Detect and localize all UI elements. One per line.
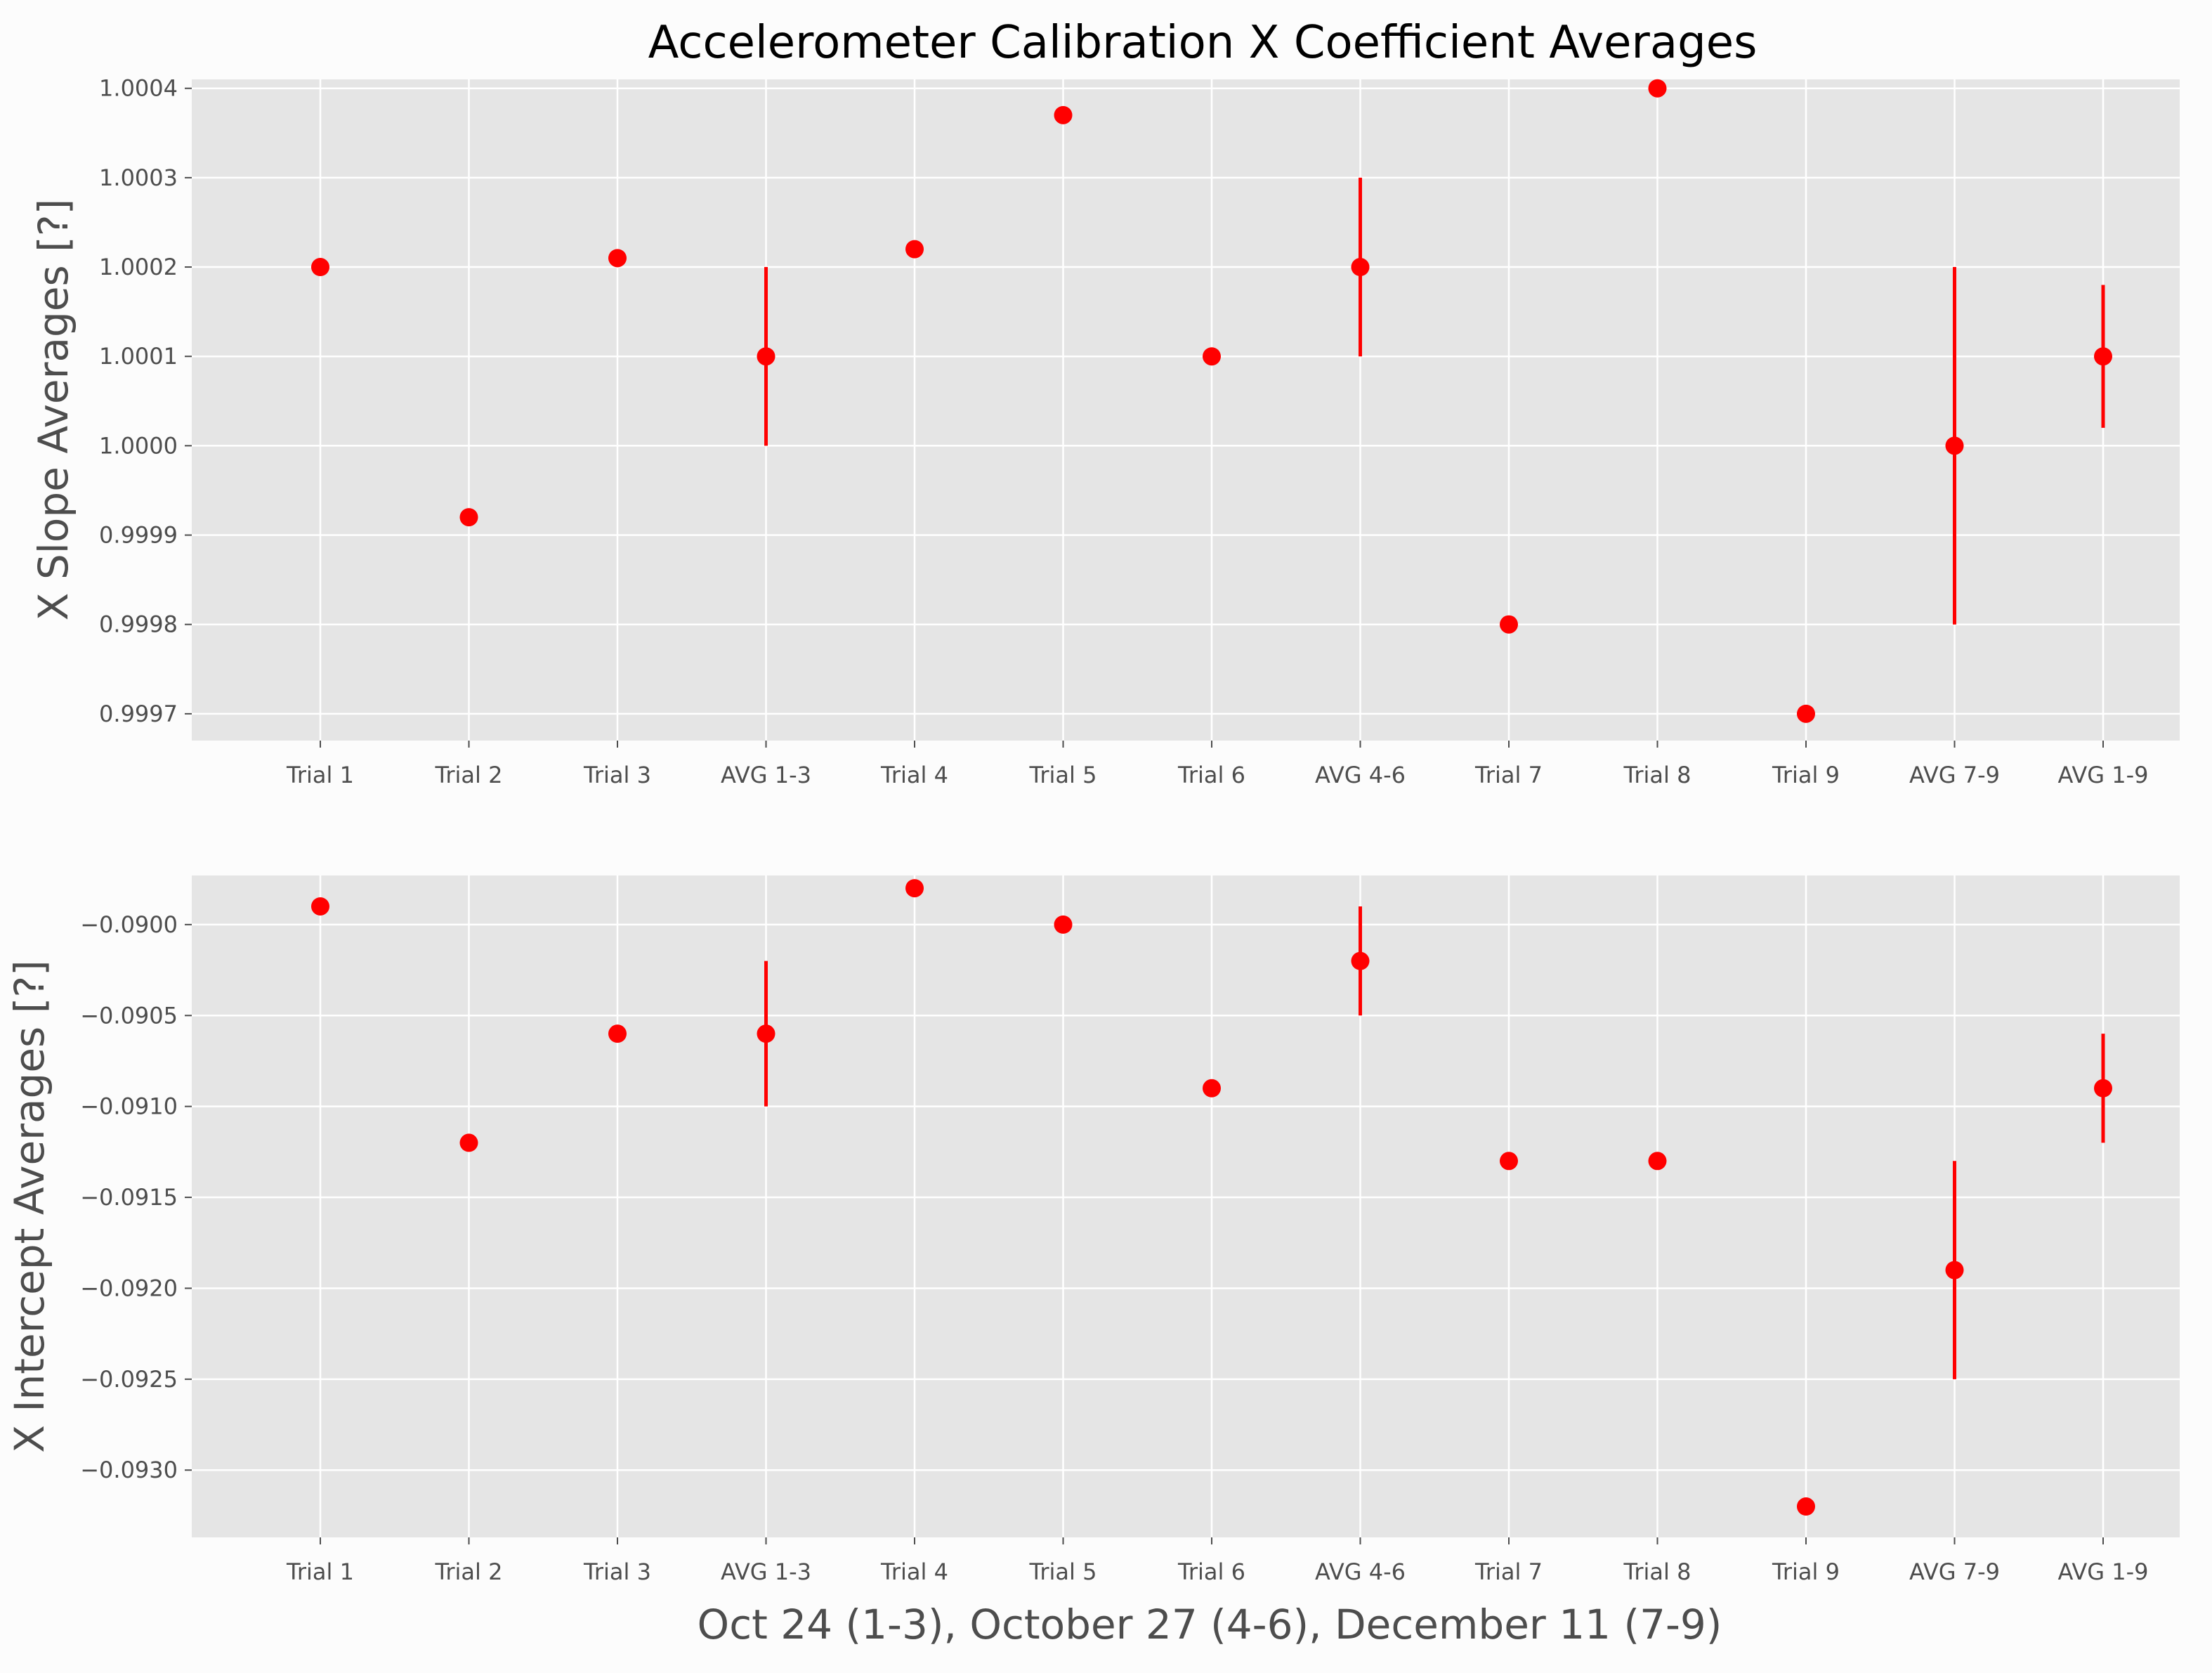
x-tick-label: AVG 4-6	[1315, 1558, 1406, 1585]
data-point	[905, 879, 924, 898]
y-tick-label: 0.9998	[99, 611, 178, 638]
x-tick-label: AVG 1-9	[2058, 1558, 2149, 1585]
data-point	[459, 1133, 478, 1152]
data-point	[1945, 1261, 1964, 1280]
y-axis-label: X Slope Averages [?]	[30, 199, 77, 620]
subplots: 0.9997 0.9998 0.9999 1.0000 1.0001 1.0002 1.00…	[6, 75, 2180, 1585]
x-axis-label: Oct 24 (1-3), October 27 (4-6), December…	[698, 1601, 1722, 1648]
y-tick-label: −0.0900	[80, 911, 178, 938]
data-point	[905, 240, 924, 259]
data-point	[608, 1024, 627, 1043]
x-tick-label: AVG 7-9	[1909, 1558, 2000, 1585]
y-tick-label: 1.0001	[99, 343, 178, 370]
y-tick-label: −0.0910	[80, 1093, 178, 1120]
data-point	[2094, 347, 2112, 366]
x-tick-label: Trial 7	[1474, 762, 1543, 788]
x-tick-label: AVG 7-9	[1909, 762, 2000, 788]
data-point	[1351, 258, 1370, 277]
x-tick-label: AVG 4-6	[1315, 762, 1406, 788]
y-tick-label: −0.0925	[80, 1366, 178, 1393]
x-tick-label: Trial 2	[435, 762, 503, 788]
y-tick-label: −0.0930	[80, 1457, 178, 1483]
data-point	[1351, 951, 1370, 970]
x-tick-label: AVG 1-3	[721, 762, 811, 788]
x-tick-label: Trial 5	[1029, 762, 1097, 788]
data-point	[459, 508, 478, 527]
x-tick-label: Trial 3	[583, 762, 651, 788]
x-tick-label: Trial 8	[1623, 1558, 1691, 1585]
y-tick-label: 1.0002	[99, 254, 178, 280]
y-tick-label: 1.0004	[99, 75, 178, 102]
x-tick-label: Trial 3	[583, 1558, 651, 1585]
data-point	[1797, 1497, 1815, 1516]
data-point	[1648, 1152, 1667, 1171]
x-tick-label: Trial 8	[1623, 762, 1691, 788]
y-tick-label: 0.9999	[99, 522, 178, 549]
data-point	[1054, 915, 1073, 934]
data-point	[1054, 105, 1073, 124]
x-tick-label: Trial 6	[1177, 1558, 1245, 1585]
data-point	[1203, 347, 1221, 366]
data-point	[757, 347, 775, 366]
x-tick-label: Trial 9	[1772, 1558, 1840, 1585]
data-point	[2094, 1079, 2112, 1098]
data-point	[1797, 704, 1815, 723]
y-tick-label: −0.0920	[80, 1275, 178, 1301]
x-tick-label: Trial 4	[880, 1558, 948, 1585]
chart-title: Accelerometer Calibration X Coefficient …	[648, 17, 1758, 69]
data-point	[1203, 1079, 1221, 1098]
x-tick-label: Trial 2	[435, 1558, 503, 1585]
data-point	[1945, 436, 1964, 455]
y-tick-label: −0.0905	[80, 1002, 178, 1029]
x-tick-label: Trial 7	[1474, 1558, 1543, 1585]
y-tick-label: 0.9997	[99, 701, 178, 727]
y-axis-label: X Intercept Averages [?]	[6, 960, 53, 1452]
data-point	[1500, 1152, 1518, 1171]
plot-area	[192, 875, 2180, 1537]
data-point	[608, 249, 627, 268]
x-tick-label: Trial 1	[286, 762, 354, 788]
data-point	[1500, 615, 1518, 634]
plot-area	[192, 79, 2180, 741]
x-tick-label: Trial 4	[880, 762, 948, 788]
x-tick-label: Trial 9	[1772, 762, 1840, 788]
subplot-1: 0.9997 0.9998 0.9999 1.0000 1.0001 1.0002 1.00…	[30, 75, 2180, 788]
y-tick-label: 1.0003	[99, 164, 178, 191]
data-point	[311, 258, 329, 277]
x-tick-label: Trial 1	[286, 1558, 354, 1585]
data-point	[311, 897, 329, 916]
y-tick-label: 1.0000	[99, 432, 178, 459]
subplot-2: −0.0930 −0.0925 −0.0920 −0.0915 −0.0910 −0.09…	[6, 875, 2180, 1585]
y-tick-label: −0.0915	[80, 1184, 178, 1211]
x-tick-label: AVG 1-9	[2058, 762, 2149, 788]
x-tick-label: AVG 1-3	[721, 1558, 811, 1585]
data-point	[757, 1024, 775, 1043]
x-tick-label: Trial 5	[1029, 1558, 1097, 1585]
x-tick-label: Trial 6	[1177, 762, 1245, 788]
data-point	[1648, 79, 1667, 98]
